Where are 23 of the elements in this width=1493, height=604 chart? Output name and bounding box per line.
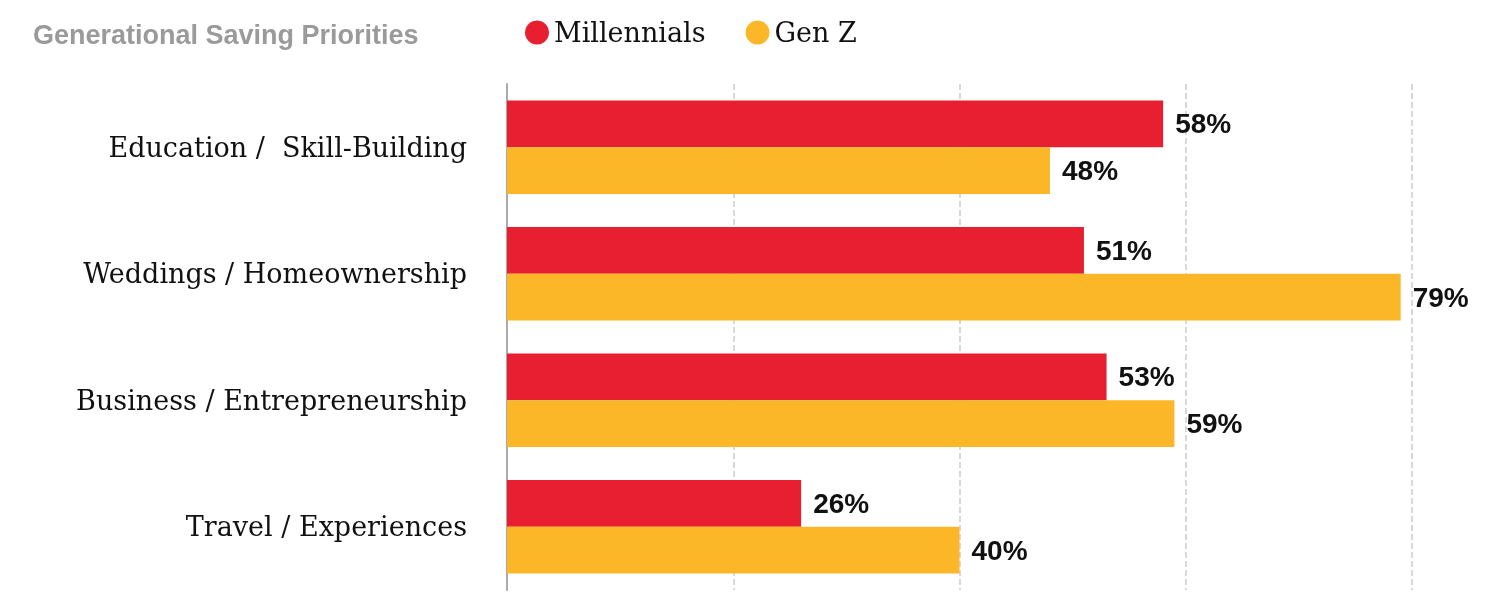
y-tick-label: Travel / Experiences	[185, 511, 467, 543]
bar	[507, 400, 1175, 448]
y-tick-label: Business / Entrepreneurship	[76, 384, 467, 416]
data-label: 53%	[1118, 361, 1175, 393]
data-label: 79%	[1412, 281, 1469, 313]
bar	[507, 100, 1164, 148]
data-label: 40%	[971, 534, 1028, 566]
y-tick-label: Education / Skill-Building	[108, 131, 467, 163]
data-label: 51%	[1095, 234, 1153, 266]
bar	[507, 479, 802, 527]
text: Generational Saving Priorities	[33, 19, 419, 50]
bar	[507, 273, 1401, 321]
data-label: 59%	[1186, 408, 1243, 440]
data-label: 58%	[1175, 108, 1232, 140]
y-tick-label: Weddings / Homeownership	[83, 258, 467, 290]
data-label: 48%	[1062, 155, 1119, 187]
data-label: 26%	[813, 487, 870, 519]
bar	[507, 353, 1107, 401]
bar	[507, 526, 960, 574]
legend-label: Gen Z	[774, 17, 857, 48]
bar	[507, 147, 1050, 195]
legend-label: Millennials	[554, 17, 706, 48]
bar	[507, 226, 1084, 274]
